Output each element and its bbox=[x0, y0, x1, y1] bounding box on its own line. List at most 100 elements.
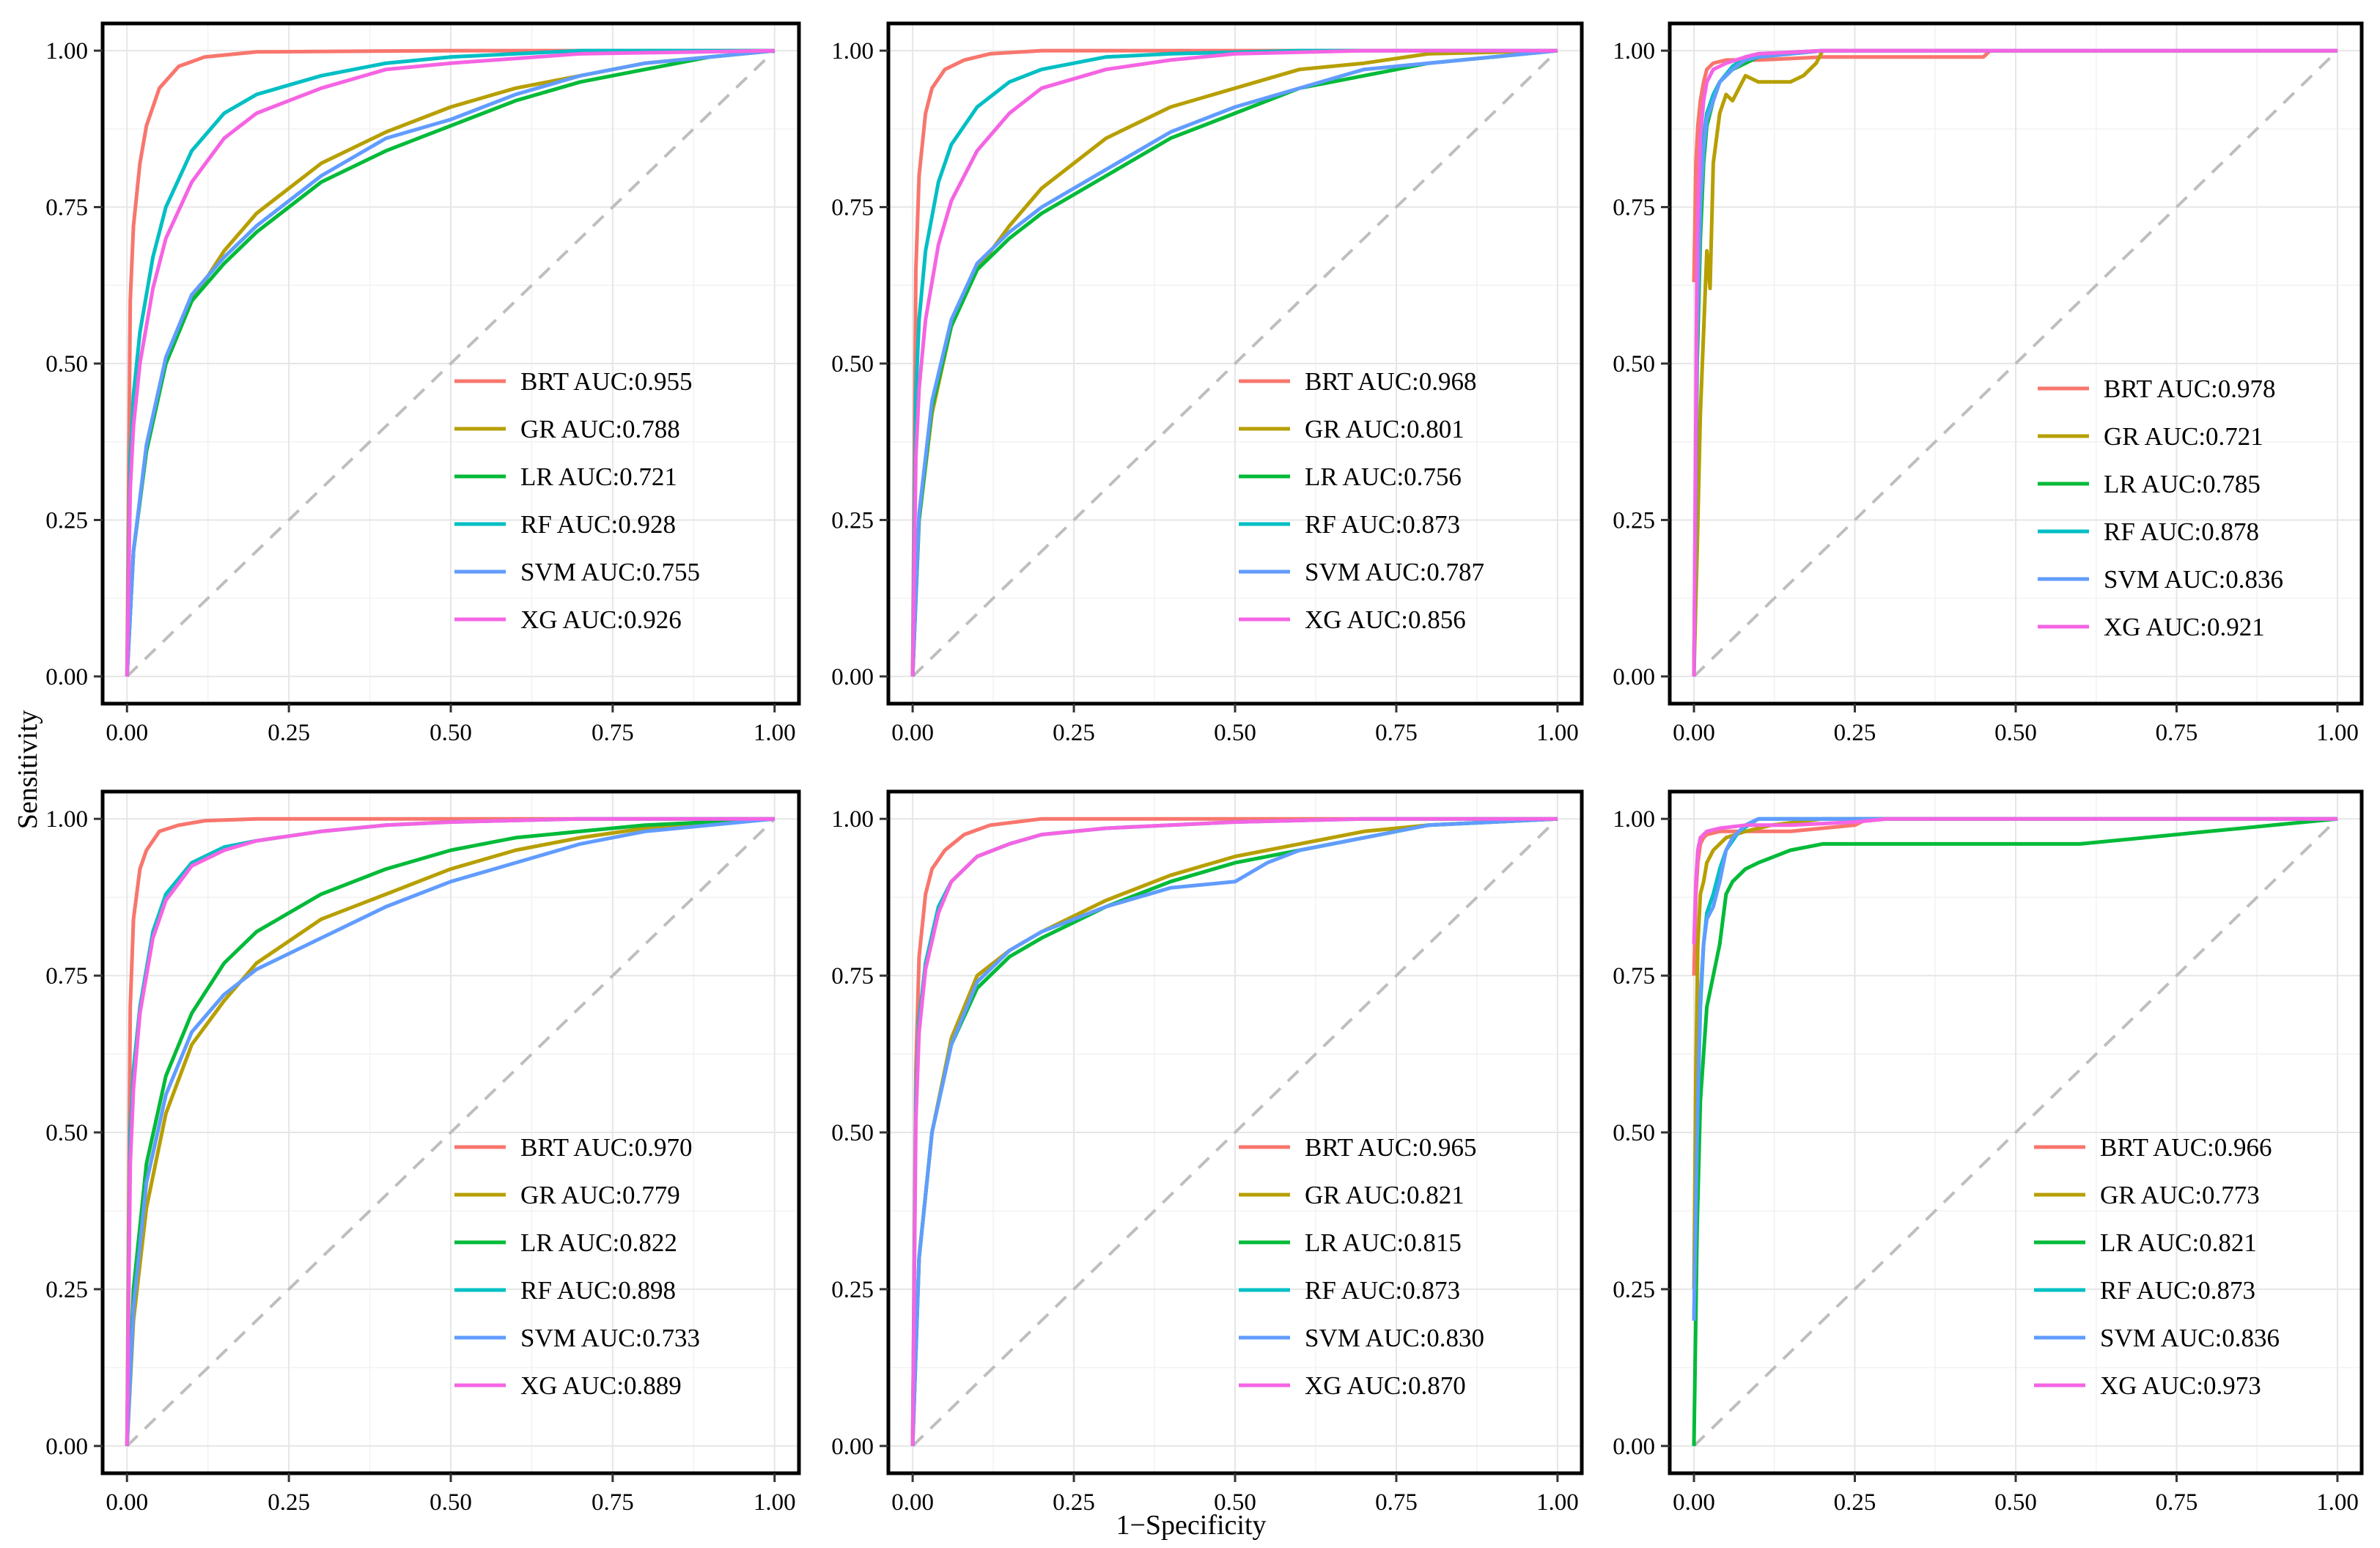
y-tick-label: 0.25 bbox=[1613, 507, 1655, 534]
legend-label-brt: BRT AUC:0.978 bbox=[2104, 375, 2276, 403]
x-tick-label: 0.00 bbox=[1673, 720, 1715, 746]
x-axis-title: 1−Specificity bbox=[1116, 1510, 1266, 1541]
legend-label-brt: BRT AUC:0.968 bbox=[1305, 367, 1477, 396]
legend-label-lr: LR AUC:0.822 bbox=[520, 1228, 677, 1257]
x-tick-label: 0.75 bbox=[1375, 720, 1418, 746]
legend-label-svm: SVM AUC:0.787 bbox=[1305, 558, 1484, 586]
x-tick-label: 0.75 bbox=[2156, 1489, 2198, 1516]
y-tick-label: 0.50 bbox=[1613, 1120, 1655, 1146]
x-tick-label: 1.00 bbox=[754, 720, 796, 746]
x-tick-label: 0.00 bbox=[1673, 1489, 1715, 1516]
legend-label-brt: BRT AUC:0.955 bbox=[520, 367, 693, 396]
diagonal-reference-line bbox=[1692, 49, 2339, 678]
y-tick-label: 1.00 bbox=[45, 806, 88, 833]
x-tick-label: 0.50 bbox=[430, 720, 472, 746]
y-tick-label: 0.50 bbox=[831, 1120, 874, 1146]
diagonal-reference-line bbox=[1692, 817, 2339, 1448]
roc-panel-bottom-middle: 0.00 0.25 0.50 0.75 1.00 0.00 0.25 0.50 0.75 1.00… bbox=[831, 789, 1584, 1516]
legend: BRT AUC:0.966 GR AUC:0.773 LR AUC:0.821 RF … bbox=[2034, 1133, 2280, 1400]
legend-label-brt: BRT AUC:0.965 bbox=[1305, 1133, 1477, 1162]
roc-line-rf bbox=[125, 48, 775, 677]
x-tick-label: 0.00 bbox=[891, 720, 934, 746]
legend-label-gr: GR AUC:0.788 bbox=[520, 415, 680, 443]
legend: BRT AUC:0.955 GR AUC:0.788 LR AUC:0.721 RF … bbox=[454, 367, 700, 634]
legend-label-lr: LR AUC:0.756 bbox=[1305, 462, 1462, 491]
roc-line-svm bbox=[125, 817, 775, 1446]
roc-line-svm bbox=[1692, 48, 2337, 677]
y-tick-label: 0.00 bbox=[831, 1434, 874, 1460]
roc-line-svm bbox=[125, 48, 775, 677]
roc-line-brt bbox=[125, 817, 775, 1446]
roc-line-lr bbox=[1692, 817, 2338, 1446]
x-tick-label: 1.00 bbox=[1536, 720, 1579, 746]
legend-label-svm: SVM AUC:0.755 bbox=[520, 558, 700, 586]
diagonal-reference-line bbox=[911, 817, 1559, 1448]
legend-label-rf: RF AUC:0.878 bbox=[2104, 517, 2259, 546]
x-tick-label: 0.25 bbox=[1053, 1489, 1095, 1516]
x-tick-label: 0.00 bbox=[106, 1489, 148, 1516]
y-tick-label: 0.75 bbox=[1613, 963, 1655, 989]
y-tick-label: 1.00 bbox=[831, 38, 874, 64]
legend-label-rf: RF AUC:0.928 bbox=[520, 510, 676, 539]
legend-label-rf: RF AUC:0.873 bbox=[1305, 510, 1460, 539]
legend-label-rf: RF AUC:0.873 bbox=[2100, 1276, 2255, 1305]
legend-label-lr: LR AUC:0.785 bbox=[2104, 470, 2261, 498]
roc-line-svm bbox=[1692, 817, 2337, 1321]
roc-panel-top-middle: 0.00 0.25 0.50 0.75 1.00 0.00 0.25 0.50 0.75 1.00… bbox=[831, 21, 1584, 746]
legend-label-gr: GR AUC:0.821 bbox=[1305, 1181, 1465, 1209]
x-tick-label: 0.25 bbox=[1053, 720, 1095, 746]
roc-line-brt bbox=[910, 817, 1558, 1446]
legend-label-xg: XG AUC:0.856 bbox=[1305, 605, 1466, 634]
legend-label-xg: XG AUC:0.889 bbox=[520, 1371, 682, 1400]
diagonal-reference-line bbox=[911, 49, 1559, 678]
y-tick-label: 1.00 bbox=[831, 806, 874, 833]
roc-line-xg bbox=[1692, 817, 2337, 945]
y-tick-label: 0.75 bbox=[831, 195, 874, 221]
legend-label-lr: LR AUC:0.815 bbox=[1305, 1228, 1462, 1257]
legend: BRT AUC:0.978 GR AUC:0.721 LR AUC:0.785 RF … bbox=[2038, 375, 2283, 641]
x-tick-label: 0.25 bbox=[268, 720, 310, 746]
legend-label-xg: XG AUC:0.973 bbox=[2100, 1371, 2261, 1400]
roc-panel-bottom-left: 0.00 0.25 0.50 0.75 1.00 0.00 0.25 0.50 0.75 1.00… bbox=[45, 789, 801, 1516]
x-tick-label: 0.50 bbox=[1994, 720, 2037, 746]
legend-label-gr: GR AUC:0.801 bbox=[1305, 415, 1465, 443]
y-tick-label: 0.50 bbox=[831, 351, 874, 377]
roc-line-brt bbox=[910, 48, 1558, 677]
roc-line-rf bbox=[910, 48, 1558, 677]
diagonal-reference-line bbox=[125, 817, 776, 1448]
x-tick-label: 0.25 bbox=[268, 1489, 310, 1516]
y-tick-label: 0.25 bbox=[831, 1277, 874, 1303]
legend-label-rf: RF AUC:0.873 bbox=[1305, 1276, 1460, 1305]
legend-label-svm: SVM AUC:0.836 bbox=[2104, 565, 2283, 594]
roc-panel-bottom-right: 0.00 0.25 0.50 0.75 1.00 0.00 0.25 0.50 0.75 1.00… bbox=[1613, 789, 2364, 1516]
x-tick-label: 1.00 bbox=[754, 1489, 796, 1516]
y-tick-label: 0.50 bbox=[45, 1120, 88, 1146]
x-tick-label: 0.00 bbox=[891, 1489, 934, 1516]
legend-label-svm: SVM AUC:0.733 bbox=[520, 1324, 700, 1352]
legend: BRT AUC:0.968 GR AUC:0.801 LR AUC:0.756 RF … bbox=[1239, 367, 1484, 634]
x-tick-label: 0.25 bbox=[1834, 720, 1876, 746]
roc-line-xg bbox=[910, 817, 1558, 1446]
roc-line-gr bbox=[125, 817, 775, 1446]
roc-line-svm bbox=[910, 48, 1558, 677]
roc-line-gr bbox=[1692, 48, 2337, 677]
roc-panel-top-left: 0.00 0.25 0.50 0.75 1.00 0.00 0.25 0.50 0.75 1.00… bbox=[45, 21, 801, 746]
y-tick-label: 0.75 bbox=[45, 195, 88, 221]
x-tick-label: 0.75 bbox=[592, 720, 634, 746]
y-tick-label: 0.00 bbox=[45, 664, 88, 690]
x-tick-label: 1.00 bbox=[1536, 1489, 1579, 1516]
diagonal-reference-line bbox=[125, 49, 776, 678]
y-tick-label: 0.00 bbox=[45, 1434, 88, 1460]
y-axis-title: Sensitivity bbox=[12, 710, 43, 830]
y-tick-label: 0.50 bbox=[45, 351, 88, 377]
legend-label-brt: BRT AUC:0.970 bbox=[520, 1133, 693, 1162]
legend-label-xg: XG AUC:0.926 bbox=[520, 605, 682, 634]
x-tick-label: 0.75 bbox=[2156, 720, 2198, 746]
legend-label-rf: RF AUC:0.898 bbox=[520, 1276, 676, 1305]
legend-label-brt: BRT AUC:0.966 bbox=[2100, 1133, 2272, 1162]
legend-label-lr: LR AUC:0.721 bbox=[520, 462, 677, 491]
x-tick-label: 0.75 bbox=[1375, 1489, 1418, 1516]
y-tick-label: 1.00 bbox=[1613, 38, 1655, 64]
roc-line-xg bbox=[125, 817, 775, 1446]
